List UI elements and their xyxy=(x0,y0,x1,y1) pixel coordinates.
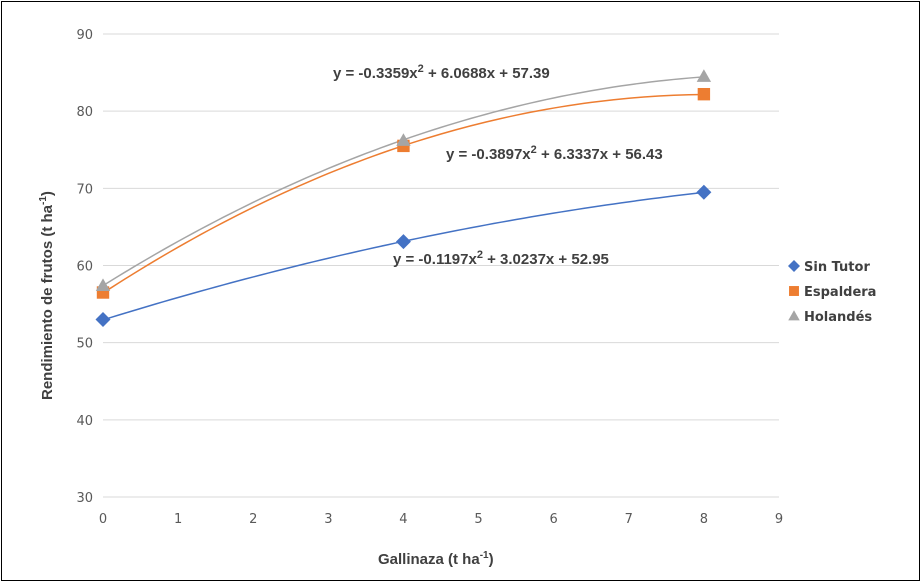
equation-espaldera: y = -0.3897x2 + 6.3337x + 56.43 xyxy=(446,144,663,163)
x-tick-2: 2 xyxy=(249,512,257,527)
y-tick-90: 90 xyxy=(76,28,93,43)
x-axis-title: Gallinaza (t ha-1) xyxy=(378,550,494,568)
x-tick-9: 9 xyxy=(775,512,783,527)
x-tick-7: 7 xyxy=(625,512,633,527)
x-tick-6: 6 xyxy=(550,512,558,527)
equation-sin-tutor: y = -0.1197x2 + 3.0237x + 52.95 xyxy=(393,249,609,268)
legend-marker-espaldera xyxy=(789,286,799,296)
legend-marker-sin-tutor xyxy=(788,260,800,272)
y-tick-70: 70 xyxy=(76,182,93,197)
equation-holandes: y = -0.3359x2 + 6.0688x + 57.39 xyxy=(333,63,550,82)
legend-marker-holandes xyxy=(788,310,800,321)
legend: Sin Tutor Espaldera Holandés xyxy=(788,260,876,325)
x-tick-labels: 0 1 2 3 4 5 6 7 8 9 xyxy=(99,512,783,527)
point-espaldera-8 xyxy=(697,87,711,101)
x-tick-0: 0 xyxy=(99,512,107,527)
legend-label-espaldera: Espaldera xyxy=(804,285,876,300)
y-tick-40: 40 xyxy=(76,414,93,429)
point-sin-tutor-4 xyxy=(395,234,411,250)
x-tick-5: 5 xyxy=(474,512,482,527)
x-tick-1: 1 xyxy=(174,512,182,527)
point-sin-tutor-8 xyxy=(696,184,712,200)
gridlines xyxy=(103,33,779,498)
legend-label-holandes: Holandés xyxy=(804,310,872,325)
y-tick-labels: 30 40 50 60 70 80 90 xyxy=(76,28,93,506)
x-tick-4: 4 xyxy=(399,512,407,527)
legend-label-sin-tutor: Sin Tutor xyxy=(804,260,870,275)
x-tick-3: 3 xyxy=(324,512,332,527)
data-points xyxy=(95,69,712,328)
point-holandes-4 xyxy=(396,133,411,146)
point-holandes-8 xyxy=(696,69,712,82)
y-tick-80: 80 xyxy=(76,105,93,120)
trendlines xyxy=(102,76,704,321)
point-holandes-0 xyxy=(95,278,111,291)
point-sin-tutor-0 xyxy=(95,312,111,328)
y-tick-30: 30 xyxy=(76,491,93,506)
y-tick-60: 60 xyxy=(76,260,93,275)
x-tick-8: 8 xyxy=(700,512,708,527)
y-axis-title: Rendimiento de frutos (t ha-1) xyxy=(38,191,56,400)
y-tick-50: 50 xyxy=(76,337,93,352)
